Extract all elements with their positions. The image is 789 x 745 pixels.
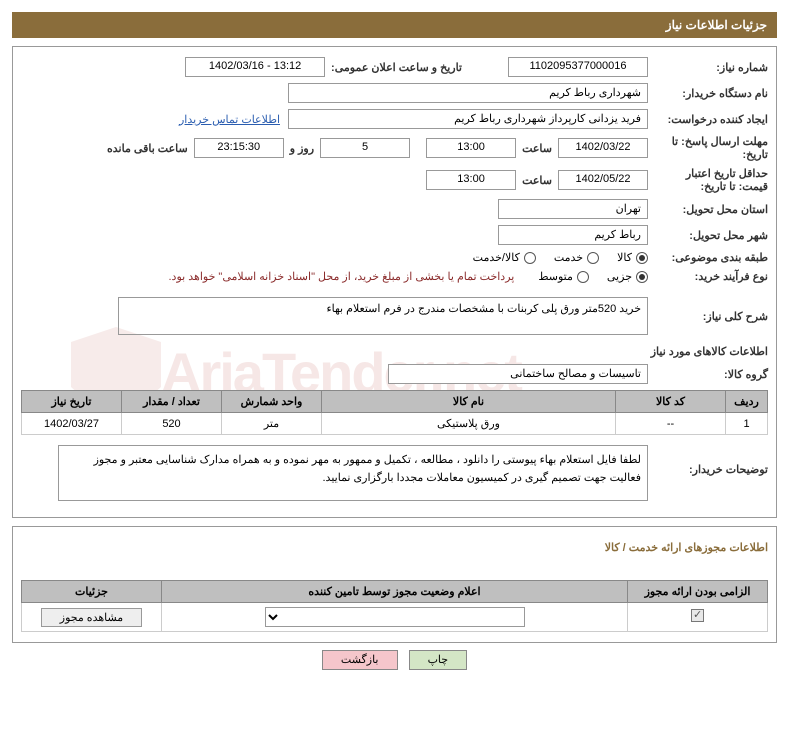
deadline-date: 1402/03/22 <box>558 138 648 158</box>
th-row: ردیف <box>726 391 768 413</box>
announce-value: 13:12 - 1402/03/16 <box>185 57 325 77</box>
province: تهران <box>498 199 648 219</box>
days-remaining: 5 <box>320 138 410 158</box>
countdown-label: ساعت باقی مانده <box>101 142 194 155</box>
th-code: کد کالا <box>616 391 726 413</box>
need-number: 1102095377000016 <box>508 57 648 77</box>
th-required: الزامی بودن ارائه مجوز <box>628 581 768 603</box>
buyer-notes-label: توضیحات خریدار: <box>648 445 768 476</box>
radio-goods-label: کالا <box>617 251 632 264</box>
general-desc: خرید 520متر ورق پلی کربنات با مشخصات مند… <box>118 297 648 335</box>
license-row: مشاهده مجوز <box>22 603 768 632</box>
announce-label: تاریخ و ساعت اعلان عمومی: <box>325 61 468 74</box>
buyer-org-label: نام دستگاه خریدار: <box>648 87 768 100</box>
radio-goods[interactable] <box>636 252 648 264</box>
th-detail: جزئیات <box>22 581 162 603</box>
cell-row: 1 <box>726 413 768 435</box>
footer-buttons: چاپ بازگشت <box>12 653 777 666</box>
cell-qty: 520 <box>122 413 222 435</box>
time-label-1: ساعت <box>516 142 558 155</box>
province-label: استان محل تحویل: <box>648 203 768 216</box>
th-qty: تعداد / مقدار <box>122 391 222 413</box>
validity-label: حداقل تاریخ اعتبار قیمت: تا تاریخ: <box>648 167 768 193</box>
radio-medium-label: متوسط <box>538 270 573 283</box>
validity-date: 1402/05/22 <box>558 170 648 190</box>
table-row: 1 -- ورق پلاستیکی متر 520 1402/03/27 <box>22 413 768 435</box>
print-button[interactable]: چاپ <box>409 650 468 670</box>
city: رباط کریم <box>498 225 648 245</box>
class-label: طبقه بندی موضوعی: <box>648 251 768 264</box>
need-number-label: شماره نیاز: <box>648 61 768 74</box>
cell-unit: متر <box>222 413 322 435</box>
contact-link[interactable]: اطلاعات تماس خریدار <box>179 113 280 126</box>
days-label: روز و <box>284 142 320 155</box>
deadline-time: 13:00 <box>426 138 516 158</box>
th-unit: واحد شمارش <box>222 391 322 413</box>
group: تاسیسات و مصالح ساختمانی <box>388 364 648 384</box>
radio-service[interactable] <box>587 252 599 264</box>
radio-medium[interactable] <box>577 271 589 283</box>
buyer-notes: لطفا فایل استعلام بهاء پیوستی را دانلود … <box>58 445 648 501</box>
radio-partial-label: جزیی <box>607 270 632 283</box>
requester-label: ایجاد کننده درخواست: <box>648 113 768 126</box>
view-license-button[interactable]: مشاهده مجوز <box>41 608 142 627</box>
buyer-org: شهرداری رباط کریم <box>288 83 648 103</box>
license-section-title: اطلاعات مجوزهای ارائه خدمت / کالا <box>21 537 768 558</box>
payment-note: پرداخت تمام یا بخشی از مبلغ خرید، از محل… <box>169 270 515 283</box>
city-label: شهر محل تحویل: <box>648 229 768 242</box>
status-select[interactable] <box>265 607 525 627</box>
back-button[interactable]: بازگشت <box>322 650 398 670</box>
buy-type-radio-group: جزیی متوسط <box>538 270 648 283</box>
main-panel: AriaTender.net شماره نیاز: 1102095377000… <box>12 46 777 518</box>
goods-table: ردیف کد کالا نام کالا واحد شمارش تعداد /… <box>21 390 768 435</box>
cell-date: 1402/03/27 <box>22 413 122 435</box>
cell-name: ورق پلاستیکی <box>322 413 616 435</box>
th-date: تاریخ نیاز <box>22 391 122 413</box>
th-name: نام کالا <box>322 391 616 413</box>
radio-partial[interactable] <box>636 271 648 283</box>
th-status: اعلام وضعیت مجوز توسط تامین کننده <box>162 581 628 603</box>
cell-code: -- <box>616 413 726 435</box>
goods-section-title: اطلاعات کالاهای مورد نیاز <box>21 345 768 358</box>
radio-both-label: کالا/خدمت <box>473 251 520 264</box>
countdown: 23:15:30 <box>194 138 284 158</box>
license-panel: اطلاعات مجوزهای ارائه خدمت / کالا الزامی… <box>12 526 777 643</box>
general-desc-label: شرح کلی نیاز: <box>648 310 768 323</box>
license-table: الزامی بودن ارائه مجوز اعلام وضعیت مجوز … <box>21 580 768 632</box>
requester: فرید یزدانی کارپرداز شهرداری رباط کریم <box>288 109 648 129</box>
required-checkbox[interactable] <box>691 609 704 622</box>
group-label: گروه کالا: <box>648 368 768 381</box>
radio-both[interactable] <box>524 252 536 264</box>
validity-time: 13:00 <box>426 170 516 190</box>
page-header: جزئیات اطلاعات نیاز <box>12 12 777 38</box>
deadline-label: مهلت ارسال پاسخ: تا تاریخ: <box>648 135 768 161</box>
time-label-2: ساعت <box>516 174 558 187</box>
buy-type-label: نوع فرآیند خرید: <box>648 270 768 283</box>
radio-service-label: خدمت <box>554 251 583 264</box>
class-radio-group: کالا خدمت کالا/خدمت <box>473 251 648 264</box>
